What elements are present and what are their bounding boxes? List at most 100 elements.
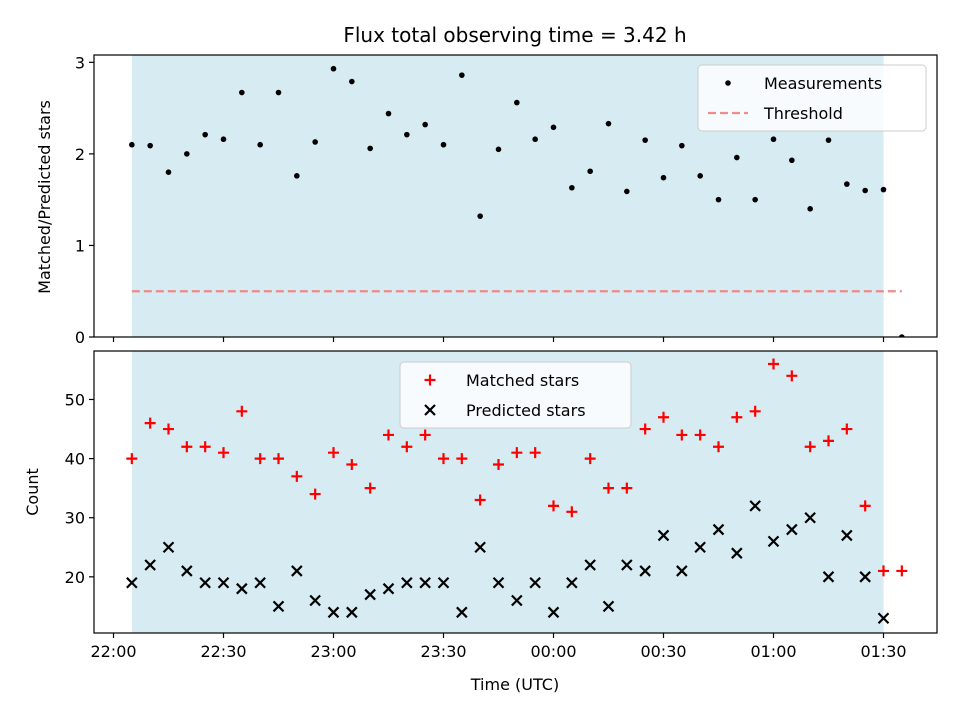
matched-star-point: [566, 506, 578, 518]
matched-star-point: [309, 488, 321, 500]
predicted-star-point: [236, 582, 248, 595]
y-tick-label: 3: [75, 53, 85, 72]
legend-measurement-swatch: [725, 80, 731, 86]
y-tick-label: 1: [75, 236, 85, 255]
matched-star-point: [713, 441, 724, 453]
matched-star-point: [273, 453, 284, 465]
matched-star-point: [639, 423, 651, 435]
x-tick-label: 22:30: [200, 642, 246, 661]
chart-title: Flux total observing time = 3.42 h: [343, 23, 686, 47]
predicted-star-point: [676, 565, 688, 577]
measurement-point: [642, 137, 648, 143]
legend: Measurements Threshold: [697, 64, 927, 132]
ratio-panel: 0 1 2 3 Measurements Threshold: [75, 53, 938, 347]
predicted-star-point: [639, 565, 651, 577]
measurement-point: [129, 141, 135, 148]
predicted-star-point: [566, 576, 578, 589]
predicted-star-point: [437, 576, 450, 589]
matched-star-point: [603, 482, 614, 494]
legend-box: [399, 361, 632, 429]
predicted-star-point: [456, 606, 468, 619]
matched-star-point: [584, 453, 596, 465]
predicted-star-point: [804, 511, 816, 524]
measurement-point: [184, 151, 190, 157]
measurement-point: [752, 196, 758, 203]
y-tick-label: 50: [65, 390, 85, 409]
matched-star-point: [346, 459, 358, 471]
predicted-star-point: [602, 600, 615, 613]
measurement-point: [899, 334, 905, 337]
matched-star-point: [804, 441, 816, 453]
data-layer: [129, 65, 905, 337]
predicted-star-point: [254, 576, 266, 589]
x-tick-label: 00:30: [640, 642, 686, 661]
measurement-point: [770, 136, 777, 143]
legend-label: Threshold: [763, 104, 843, 123]
plot-frame: [93, 350, 938, 634]
predicted-star-point: [712, 523, 725, 536]
matched-star-point: [676, 429, 688, 441]
measurement-point: [367, 145, 373, 152]
measurement-point: [495, 146, 502, 153]
predicted-star-point: [419, 576, 431, 589]
predicted-star-point: [474, 541, 486, 554]
matched-star-point: [254, 453, 266, 465]
predicted-star-point: [822, 571, 835, 583]
measurement-point: [202, 131, 208, 138]
measurement-point: [569, 184, 575, 191]
measurement-point: [514, 99, 520, 106]
legend-box: [697, 64, 927, 132]
measurement-point: [459, 72, 465, 78]
matched-star-point: [181, 441, 193, 453]
matched-star-point: [731, 411, 743, 423]
predicted-star-point: [382, 582, 395, 595]
measurement-point: [440, 141, 447, 148]
predicted-star-point: [767, 535, 780, 548]
measurement-point: [697, 173, 703, 179]
y-axis-label-count: Count: [23, 468, 42, 516]
y-tick-label: 0: [75, 328, 85, 347]
x-tick-label: 01:30: [860, 642, 906, 661]
predicted-star-point: [621, 559, 633, 571]
matched-star-point: [786, 370, 798, 382]
measurement-point: [404, 131, 410, 138]
predicted-star-point: [364, 588, 376, 601]
predicted-star-point: [401, 576, 413, 589]
measurement-point: [862, 187, 868, 194]
matched-star-point: [291, 470, 303, 482]
predicted-star-point: [272, 600, 285, 613]
measurement-point: [294, 173, 300, 179]
matched-star-point: [841, 423, 853, 435]
y-tick-label: 2: [75, 145, 85, 164]
measurement-point: [477, 213, 483, 219]
matched-star-point: [749, 405, 761, 417]
x-tick-label: 23:30: [420, 642, 466, 661]
predicted-star-point: [529, 576, 541, 589]
predicted-star-point: [731, 547, 743, 559]
legend-label: Predicted stars: [466, 401, 586, 420]
matched-star-point: [236, 405, 248, 417]
x-tick-label: 01:00: [750, 642, 796, 661]
measurement-point: [844, 181, 850, 187]
measurement-point: [734, 154, 740, 161]
x-axis-label: Time (UTC): [470, 675, 559, 694]
x-tick-label: 00:00: [530, 642, 576, 661]
measurement-point: [422, 121, 428, 128]
predicted-star-point: [841, 529, 853, 542]
predicted-star-point: [217, 576, 230, 589]
measurement-point: [624, 188, 630, 195]
legend: Matched stars Predicted stars: [399, 361, 632, 429]
matched-star-point: [896, 565, 908, 577]
count-panel: 20 30 40 50 22:00 22:30 23:00 23:30 00:00 00:30 01…: [65, 350, 938, 661]
measurement-point: [679, 142, 685, 149]
predicted-star-point: [181, 565, 193, 577]
predicted-star-point: [162, 541, 175, 554]
predicted-star-point: [144, 559, 156, 571]
matched-star-point: [328, 447, 339, 459]
matched-star-point: [768, 358, 779, 370]
measurement-point: [220, 136, 227, 143]
measurement-point: [605, 120, 612, 127]
measurement-point: [715, 196, 722, 203]
matched-star-point: [658, 411, 669, 423]
y-tick-label: 40: [65, 450, 85, 469]
